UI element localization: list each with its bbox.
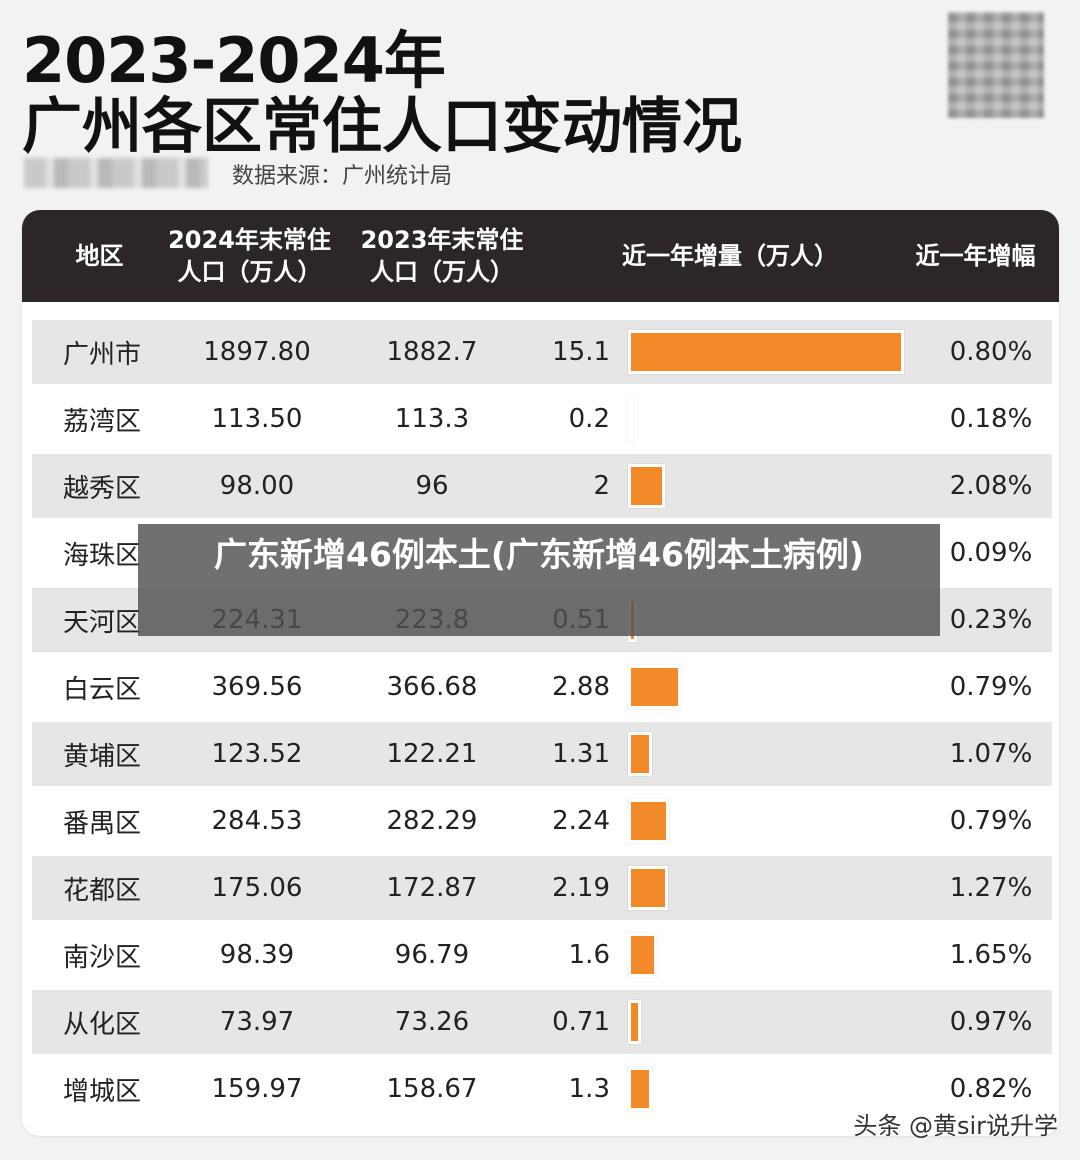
increase-bar [628, 866, 669, 910]
increase-bar [628, 1067, 652, 1111]
column-divider [332, 320, 333, 1120]
table-row: 从化区 73.97 73.26 0.71 0.97% [32, 990, 1052, 1054]
rate-value: 2.08% [949, 471, 1033, 501]
district-name: 番禺区 [62, 808, 141, 839]
increase-value: 2 [593, 471, 610, 501]
pop2023-value: 172.87 [386, 873, 478, 903]
pop2024-value: 284.53 [211, 806, 303, 836]
increase-bar [628, 665, 681, 709]
increase-bar [628, 330, 904, 374]
pop2023-value: 158.67 [386, 1074, 478, 1104]
table-row: 南沙区 98.39 96.79 1.6 1.65% [32, 923, 1052, 987]
pop2023-value: 73.26 [394, 1007, 470, 1037]
rate-value: 0.79% [949, 672, 1033, 702]
overlay-caption: 广东新增46例本土(广东新增46例本土病例) [138, 524, 940, 636]
district-name: 南沙区 [62, 942, 141, 973]
rate-value: 0.18% [949, 404, 1033, 434]
increase-bar [628, 464, 665, 508]
rate-value: 0.80% [949, 337, 1033, 367]
district-name: 花都区 [62, 875, 141, 906]
pop2024-value: 73.97 [219, 1007, 295, 1037]
pop2024-value: 369.56 [211, 672, 303, 702]
increase-bar [628, 1000, 641, 1044]
increase-bar [628, 799, 669, 843]
district-name: 增城区 [62, 1076, 141, 1107]
data-source: 数据来源：广州统计局 [232, 164, 453, 189]
qr-code-image [948, 12, 1044, 118]
pop2024-value: 123.52 [211, 739, 303, 769]
pop2024-value: 1897.80 [203, 337, 311, 367]
district-name: 从化区 [62, 1009, 141, 1040]
watermark: 头条 @黄sir说升学 [853, 1112, 1058, 1140]
rate-value: 0.09% [949, 538, 1033, 568]
column-header-pop2023: 2023年末常住 人口（万人） [360, 225, 524, 286]
rate-value: 0.97% [949, 1007, 1033, 1037]
table-row: 越秀区 98.00 96 2 2.08% [32, 454, 1052, 518]
column-divider [540, 320, 541, 1120]
increase-value: 2.19 [552, 873, 610, 903]
rate-value: 1.07% [949, 739, 1033, 769]
table-header: 地区 2024年末常住 人口（万人） 2023年末常住 人口（万人） 近一年增量（万… [22, 210, 1059, 302]
district-name: 荔湾区 [62, 406, 141, 437]
pop2023-value: 282.29 [386, 806, 478, 836]
district-name: 天河区 [62, 607, 141, 638]
increase-value: 2.88 [552, 672, 610, 702]
pop2023-value: 122.21 [386, 739, 478, 769]
population-table: 地区 2024年末常住 人口（万人） 2023年末常住 人口（万人） 近一年增量（万… [22, 210, 1059, 1136]
column-divider [162, 320, 163, 1120]
rate-value: 0.23% [949, 605, 1033, 635]
increase-value: 0.71 [552, 1007, 610, 1037]
district-name: 海珠区 [62, 540, 141, 571]
table-row: 黄埔区 123.52 122.21 1.31 1.07% [32, 722, 1052, 786]
table-row: 荔湾区 113.50 113.3 0.2 0.18% [32, 387, 1052, 451]
column-header-increase: 近一年增量（万人） [622, 241, 838, 270]
pop2023-value: 1882.7 [386, 337, 478, 367]
rate-value: 0.79% [949, 806, 1033, 836]
district-name: 广州市 [62, 339, 141, 370]
pop2024-value: 98.39 [219, 940, 295, 970]
district-name: 黄埔区 [62, 741, 141, 772]
table-row: 增城区 159.97 158.67 1.3 0.82% [32, 1057, 1052, 1121]
table-row: 白云区 369.56 366.68 2.88 0.79% [32, 655, 1052, 719]
pop2024-value: 175.06 [211, 873, 303, 903]
increase-bar [628, 397, 634, 441]
column-divider [907, 320, 908, 1120]
rate-value: 0.82% [949, 1074, 1033, 1104]
district-name: 白云区 [62, 674, 141, 705]
increase-value: 2.24 [552, 806, 610, 836]
increase-value: 0.2 [568, 404, 610, 434]
page-title: 广州各区常住人口变动情况 [22, 92, 742, 162]
column-header-rate: 近一年增幅 [915, 241, 1036, 270]
increase-bar [628, 732, 652, 776]
increase-bar [628, 933, 658, 977]
rate-value: 1.65% [949, 940, 1033, 970]
increase-value: 1.31 [552, 739, 610, 769]
pop2024-value: 98.00 [219, 471, 295, 501]
increase-value: 1.3 [568, 1074, 610, 1104]
table-row: 广州市 1897.80 1882.7 15.1 0.80% [32, 320, 1052, 384]
pop2024-value: 113.50 [211, 404, 303, 434]
table-row: 番禺区 284.53 282.29 2.24 0.79% [32, 789, 1052, 853]
column-header-pop2024: 2024年末常住 人口（万人） [168, 225, 331, 286]
pop2023-value: 96 [415, 471, 449, 501]
blurred-logo [24, 158, 208, 188]
column-header-district: 地区 [75, 241, 124, 270]
pop2023-value: 96.79 [394, 940, 470, 970]
increase-value: 15.1 [552, 337, 610, 367]
pop2024-value: 159.97 [211, 1074, 303, 1104]
rate-value: 1.27% [949, 873, 1033, 903]
pop2023-value: 366.68 [386, 672, 478, 702]
title-year: 2023-2024年 [22, 24, 446, 97]
district-name: 越秀区 [62, 473, 141, 504]
pop2023-value: 113.3 [394, 404, 470, 434]
table-row: 花都区 175.06 172.87 2.19 1.27% [32, 856, 1052, 920]
increase-value: 1.6 [568, 940, 610, 970]
